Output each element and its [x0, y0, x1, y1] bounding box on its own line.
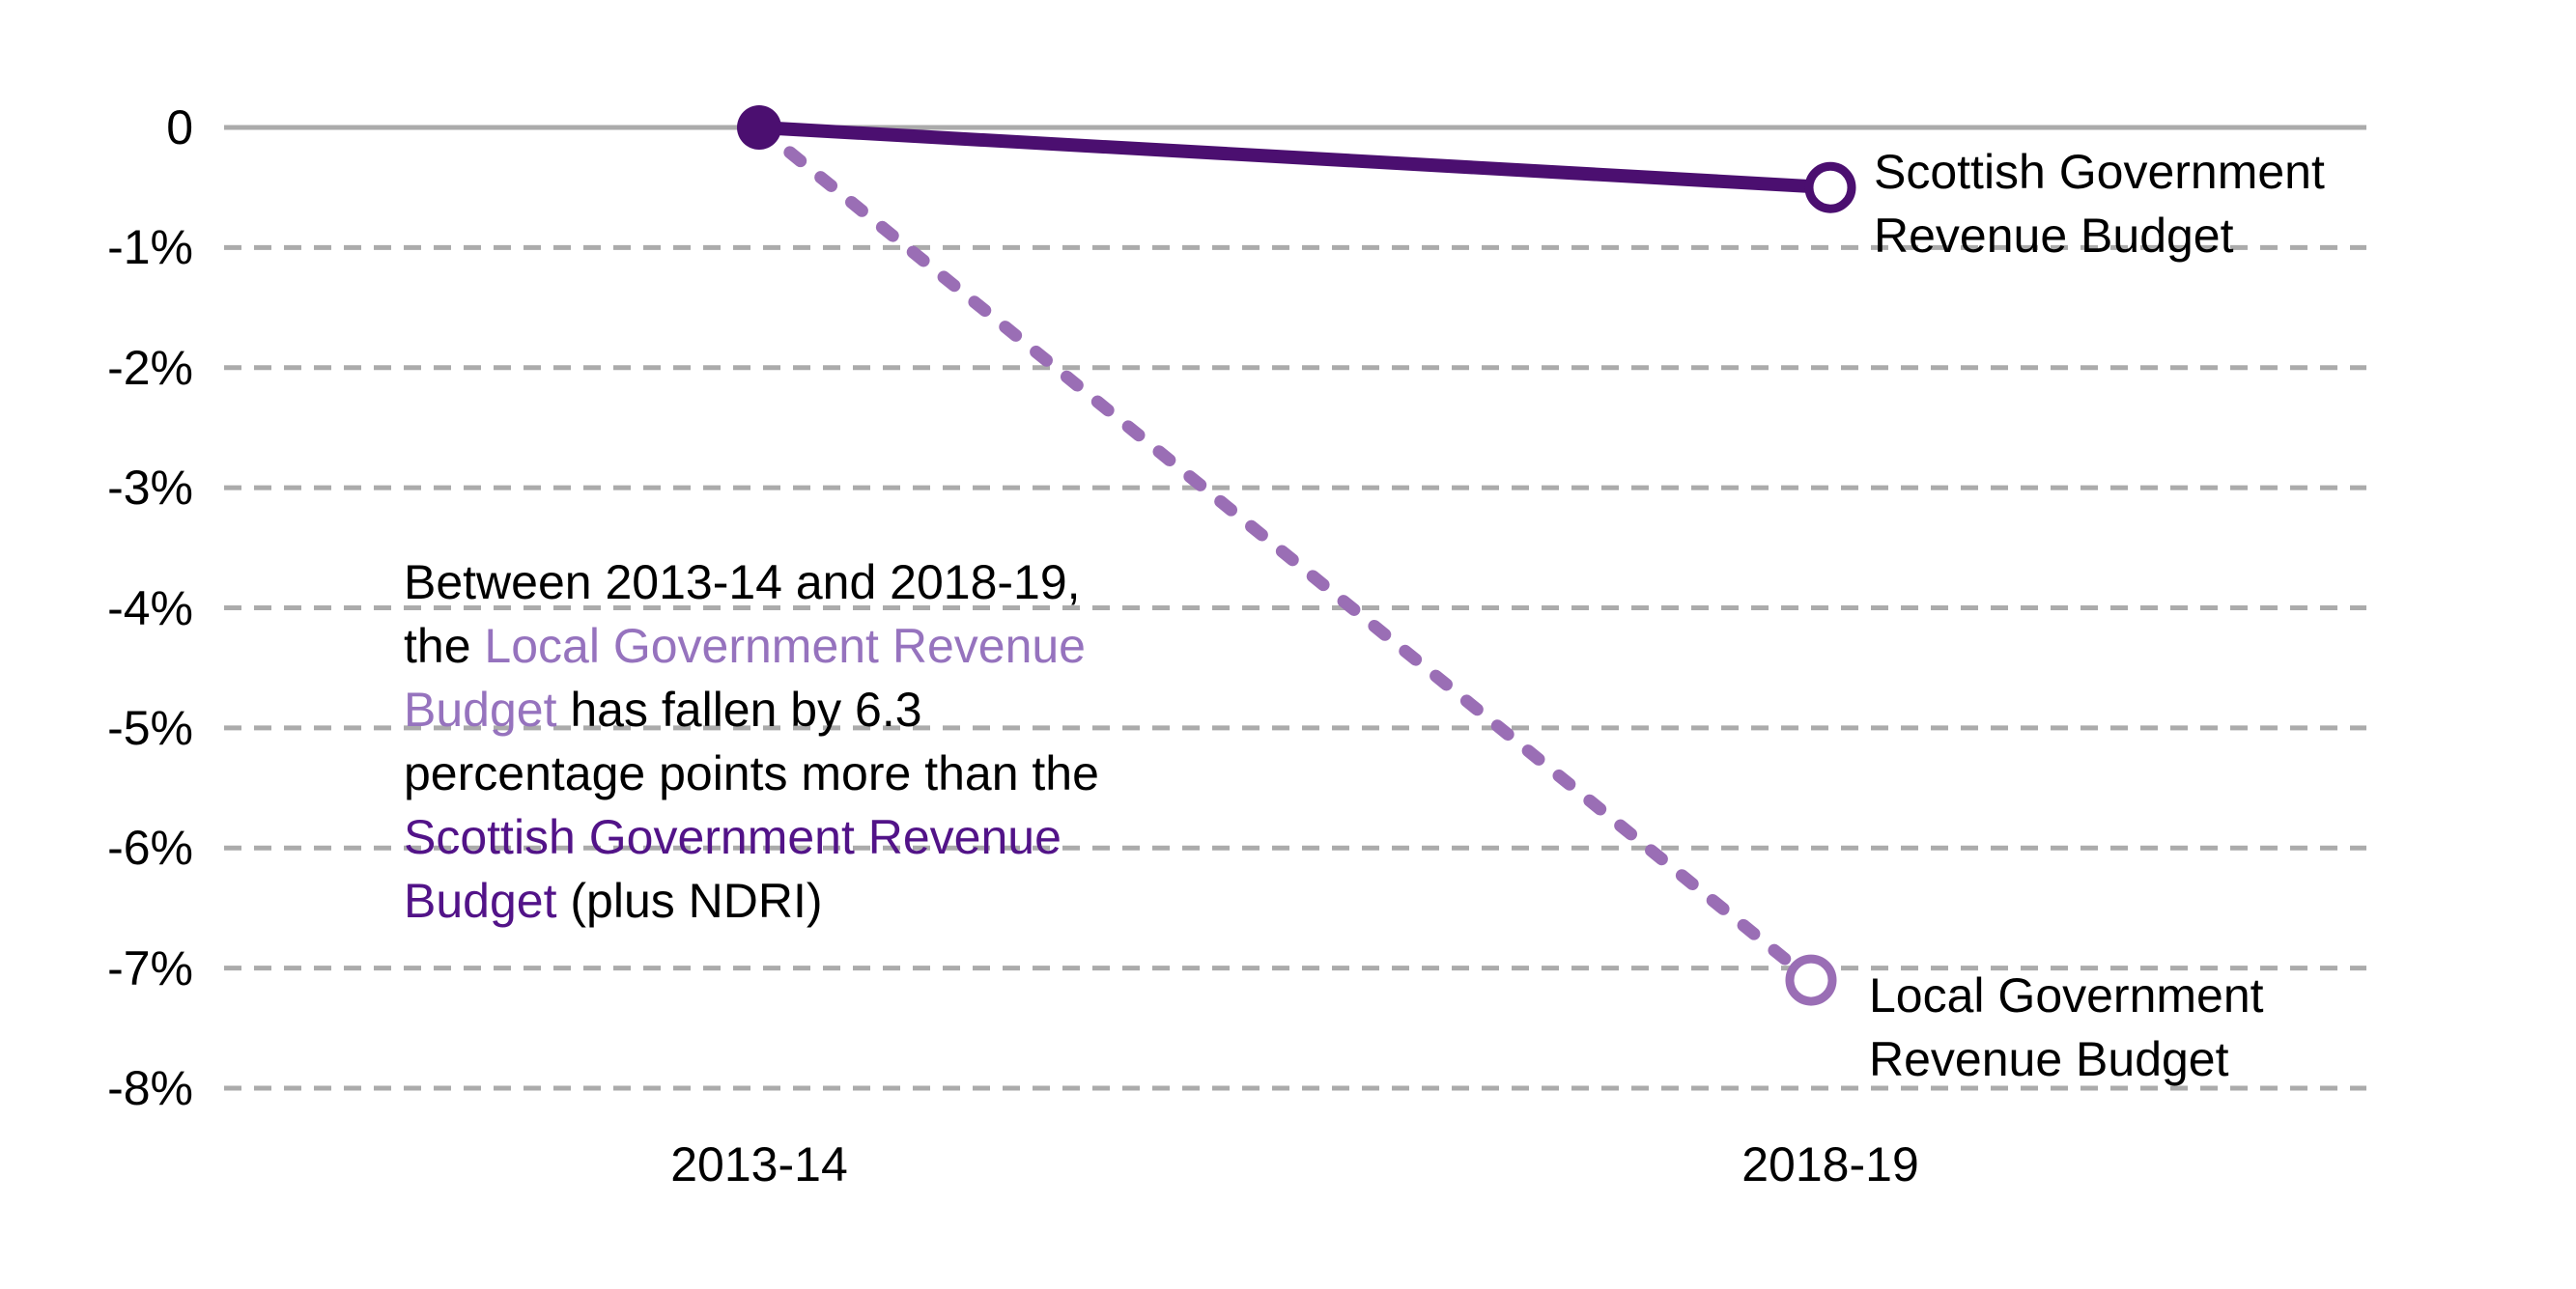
x-axis-tick-label: 2013-14	[670, 1137, 848, 1191]
scottish-government-highlight: Budget	[404, 874, 557, 928]
annotation-line-3: Budget has fallen by 6.3	[404, 683, 922, 737]
x-axis-tick-label: 2018-19	[1741, 1137, 1919, 1191]
y-axis-tick-label: -7%	[107, 940, 193, 995]
y-axis-tick-label: -1%	[107, 220, 193, 275]
y-axis-tick-label: -6%	[107, 821, 193, 876]
y-axis-tick-label: 0	[166, 100, 193, 154]
local-government-series-label: Local Government Revenue Budget	[1869, 968, 2264, 1086]
annotation-line-1: Between 2013-14 and 2018-19,	[404, 555, 1081, 609]
local-government-line	[752, 121, 1818, 987]
local-government-highlight: Budget	[404, 683, 557, 737]
y-axis-tick-label: -5%	[107, 700, 193, 755]
scottish-government-series-label: Scottish Government Revenue Budget	[1874, 145, 2325, 263]
y-axis-tick-label: -8%	[107, 1061, 193, 1115]
annotation-line-4: percentage points more than the	[404, 746, 1099, 800]
annotation-line-5: Scottish Government Revenue	[404, 805, 1099, 869]
y-axis-tick-label: -4%	[107, 580, 193, 635]
scottish-government-line	[758, 121, 1831, 195]
scottish-government-highlight: Scottish Government Revenue	[404, 810, 1062, 864]
scottish-government-end-marker	[1804, 161, 1856, 213]
start-point-marker	[737, 105, 781, 150]
y-axis-tick-label: -3%	[107, 461, 193, 516]
local-government-highlight: Local Government Revenue	[484, 619, 1086, 673]
annotation-line-2: the Local Government Revenue	[404, 619, 1086, 673]
annotation-line-6: Budget (plus NDRI)	[404, 874, 823, 928]
y-axis-tick-label: -2%	[107, 340, 193, 395]
annotation-text: Between 2013-14 and 2018-19, the Local G…	[404, 550, 1099, 933]
local-government-end-marker	[1785, 954, 1837, 1006]
